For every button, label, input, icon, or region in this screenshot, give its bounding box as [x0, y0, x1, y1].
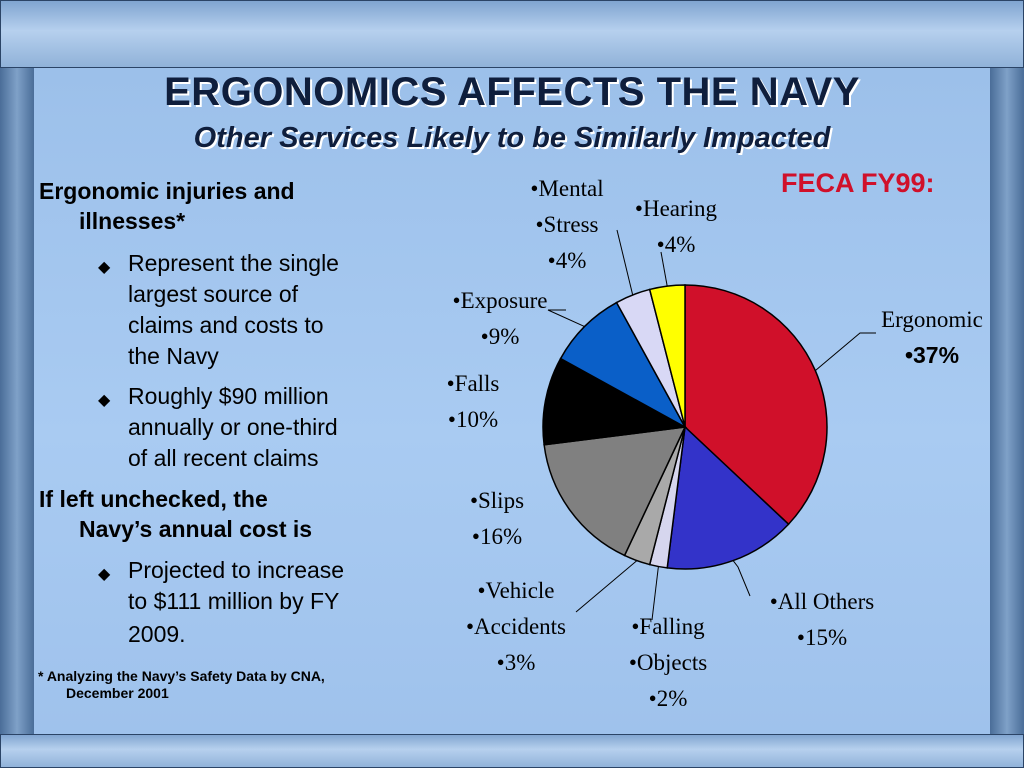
chart-title: FECA FY99: — [781, 168, 935, 198]
slice-label: •9% — [481, 324, 520, 349]
diamond-bullet-icon: ◆ — [98, 392, 111, 409]
sub-bullet-2-line-2: annually or one-third — [128, 414, 338, 440]
slice-label: •Vehicle — [477, 578, 554, 603]
slice-label: •Falls — [447, 371, 500, 396]
slice-label: •10% — [448, 407, 498, 432]
sub-bullet-1-line-1: Represent the single — [128, 250, 339, 276]
bullet-2-line-1: If left unchecked, the — [39, 486, 268, 512]
left-frame-bar — [0, 68, 34, 734]
leader-line — [547, 309, 585, 328]
leader-line — [575, 560, 638, 613]
slice-label: •3% — [497, 650, 536, 675]
slice-label: •15% — [797, 625, 847, 650]
pie-slice-falls — [542, 357, 688, 446]
sub-bullet-1-line-4: the Navy — [128, 343, 219, 369]
slice-label: •Objects — [629, 650, 707, 675]
footnote-line-1: * Analyzing the Navy’s Safety Data by CN… — [38, 668, 325, 684]
sub-bullet-3-line-1: Projected to increase — [128, 557, 345, 583]
sub-bullet-1-line-3: claims and costs to — [128, 312, 324, 338]
bullet-1-line-1: Ergonomic injuries and — [39, 178, 295, 204]
sub-bullet-3-line-2: to $111 million by FY — [128, 588, 340, 614]
slice-label: •Falling — [631, 614, 705, 639]
slice-label: •Slips — [470, 488, 524, 513]
slice-label: Ergonomic — [881, 307, 983, 332]
bottom-frame-band — [0, 734, 1024, 768]
slice-label: •2% — [649, 686, 688, 711]
slice-label: •Hearing — [635, 196, 718, 221]
slice-label: •Mental — [530, 176, 603, 201]
pie-slice-slips — [543, 426, 687, 557]
slide-subtitle: Other Services Likely to be Similarly Im… — [193, 122, 831, 154]
bullet-1-line-2: illnesses* — [79, 208, 186, 234]
sub-bullet-2-line-3: of all recent claims — [128, 445, 319, 471]
footnote-line-2: December 2001 — [66, 685, 169, 701]
slice-label: •4% — [548, 248, 587, 273]
footnote: * Analyzing the Navy’s Safety Data by CN… — [38, 668, 325, 702]
slice-label: •All Others — [770, 589, 875, 614]
sub-bullet-2-line-1: Roughly $90 million — [128, 383, 329, 409]
leader-line — [616, 229, 634, 296]
slice-label: •Accidents — [466, 614, 566, 639]
leader-line — [814, 332, 876, 371]
sub-bullet-1-line-2: largest source of — [128, 281, 299, 307]
content-panel — [34, 68, 990, 734]
pie-slice-exposure — [559, 301, 687, 429]
diamond-bullet-icon: ◆ — [98, 259, 111, 276]
leader-line — [732, 560, 751, 597]
right-frame-bar — [990, 68, 1024, 734]
sub-bullet-3-line-3: 2009. — [128, 621, 186, 647]
slice-label: •37% — [905, 342, 959, 368]
top-frame-band — [0, 0, 1024, 68]
leader-line — [651, 566, 659, 621]
slide-title: ERGONOMICS AFFECTS THE NAVY — [164, 70, 860, 114]
slice-label: •4% — [657, 232, 696, 257]
leader-line — [660, 251, 668, 287]
slice-label: •Exposure — [453, 288, 548, 313]
slice-label: •Stress — [535, 212, 598, 237]
slice-label: •16% — [472, 524, 522, 549]
bullet-2-line-2: Navy’s annual cost is — [79, 516, 313, 542]
pie-slice-hearing — [648, 284, 686, 428]
diamond-bullet-icon: ◆ — [98, 566, 111, 583]
